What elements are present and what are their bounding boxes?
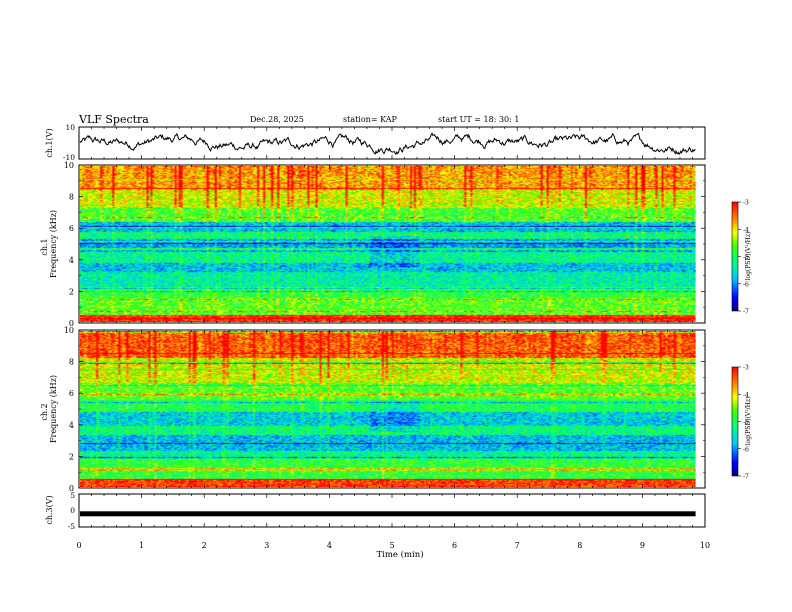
ch2-colorbar: -3 -4 -5 -6 -7 log(PSD)(V²/Hz) bbox=[731, 365, 752, 481]
ch2-spectrogram-channel-label: ch.2 bbox=[40, 403, 49, 420]
colorbar-tick-label: -7 bbox=[743, 474, 749, 481]
ch1-colorbar-ticks: -3 -4 -5 -6 -7 bbox=[738, 200, 749, 316]
time-tick-label: 0 bbox=[76, 541, 81, 550]
colorbar-tick-label: -3 bbox=[743, 200, 749, 207]
time-tick-label: 9 bbox=[640, 541, 645, 550]
frequency-tick-label: 10 bbox=[64, 161, 74, 170]
ch1-ylabel: ch.1(V) bbox=[45, 128, 54, 157]
frequency-tick-label: 2 bbox=[69, 287, 74, 296]
ch1-waveform-panel: 10 -10 ch.1(V) bbox=[45, 123, 706, 162]
colorbar-tick-label: -4 bbox=[743, 392, 749, 399]
station-label: station= KAP bbox=[343, 115, 398, 124]
figure-title: VLF Spectra bbox=[78, 113, 149, 126]
start-time-label: start UT = 18: 30: 1 bbox=[438, 115, 519, 124]
ch3-ytick-5: 5 bbox=[70, 491, 75, 500]
ch3-ytick-0: 0 bbox=[70, 506, 75, 515]
frequency-tick-label: 10 bbox=[64, 326, 74, 335]
time-axis-tick-labels: 0 1 2 3 4 5 6 7 8 9 10 bbox=[76, 541, 710, 550]
ch1-waveform-xticks bbox=[78, 127, 706, 159]
time-tick-label: 1 bbox=[139, 541, 144, 550]
ch1-spectrogram-ylabel: Frequency (kHz) bbox=[49, 210, 58, 278]
ch3-waveform-panel: 5 0 -5 ch.3(V) bbox=[45, 491, 706, 531]
ch2-spectrogram-ylabel: Frequency (kHz) bbox=[49, 375, 58, 443]
colorbar-tick-label: -5 bbox=[743, 419, 749, 426]
ch3-waveform-line bbox=[80, 511, 696, 517]
date-label: Dec.28, 2025 bbox=[250, 115, 304, 124]
ch3-ytick-neg5: -5 bbox=[68, 522, 76, 531]
ch2-spectrogram-panel: 0 2 4 6 8 10 ch.2 Frequency (kHz) bbox=[40, 326, 706, 493]
frequency-tick-label: 6 bbox=[69, 389, 74, 398]
frequency-tick-label: 2 bbox=[69, 452, 74, 461]
frequency-tick-label: 4 bbox=[69, 421, 74, 430]
frequency-tick-label: 6 bbox=[69, 224, 74, 233]
ch1-colorbar-bar bbox=[731, 201, 739, 312]
ch2-spectrogram-yticks: 0 2 4 6 8 10 bbox=[64, 326, 705, 493]
time-tick-label: 8 bbox=[577, 541, 582, 550]
time-tick-label: 4 bbox=[327, 541, 332, 550]
ch1-spectrogram-panel: 0 2 4 6 8 10 ch.1 Frequency (kHz) bbox=[40, 161, 706, 328]
ch1-ytick-bottom: -10 bbox=[63, 153, 75, 162]
ch1-spectrogram-channel-label: ch.1 bbox=[40, 238, 49, 255]
colorbar-tick-label: -4 bbox=[743, 227, 749, 234]
colorbar-tick-label: -7 bbox=[743, 309, 749, 316]
time-tick-label: 6 bbox=[452, 541, 457, 550]
time-axis-label: Time (min) bbox=[376, 549, 423, 560]
ch1-colorbar: -3 -4 -5 -6 -7 log(PSD)(V²/Hz) bbox=[731, 200, 752, 316]
ch2-colorbar-label: log(PSD)(V²/Hz) bbox=[745, 397, 752, 446]
ch3-ylabel: ch.3(V) bbox=[45, 495, 54, 524]
ch1-spectrogram-yticks: 0 2 4 6 8 10 bbox=[64, 161, 705, 328]
ch3-waveform-frame bbox=[78, 493, 706, 528]
frequency-tick-label: 8 bbox=[69, 358, 74, 367]
frequency-tick-label: 4 bbox=[69, 256, 74, 265]
ch1-spectrogram-xticks bbox=[78, 165, 706, 323]
time-tick-label: 3 bbox=[264, 541, 269, 550]
ch1-waveform-frame bbox=[78, 126, 706, 160]
colorbar-tick-label: -5 bbox=[743, 254, 749, 261]
time-tick-label: 5 bbox=[389, 541, 394, 550]
time-tick-label: 10 bbox=[700, 541, 710, 550]
time-tick-label: 7 bbox=[515, 541, 520, 550]
ch2-spectrogram-image bbox=[80, 331, 696, 487]
ch1-waveform-line bbox=[79, 132, 696, 156]
colorbar-tick-label: -6 bbox=[743, 281, 749, 288]
ch2-colorbar-bar bbox=[731, 366, 739, 477]
ch3-waveform-xticks bbox=[78, 494, 706, 527]
ch2-colorbar-ticks: -3 -4 -5 -6 -7 bbox=[738, 365, 749, 481]
frequency-tick-label: 0 bbox=[69, 484, 74, 493]
ch1-ytick-top: 10 bbox=[65, 123, 75, 132]
frequency-tick-label: 0 bbox=[69, 319, 74, 328]
ch2-spectrogram-xticks bbox=[78, 330, 706, 488]
time-tick-label: 2 bbox=[202, 541, 207, 550]
colorbar-tick-label: -3 bbox=[743, 365, 749, 372]
ch1-colorbar-label: log(PSD)(V²/Hz) bbox=[745, 232, 752, 281]
frequency-tick-label: 8 bbox=[69, 193, 74, 202]
ch1-spectrogram-image bbox=[80, 166, 696, 322]
colorbar-tick-label: -6 bbox=[743, 446, 749, 453]
